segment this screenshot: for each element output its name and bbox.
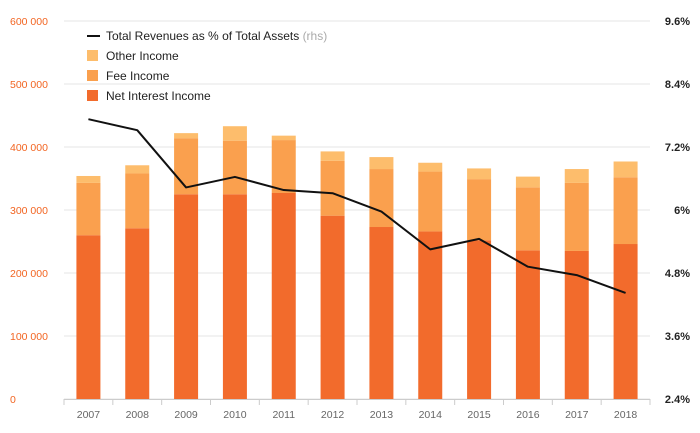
y-tick-label: 0 [10,394,16,406]
x-tick-label: 2015 [467,409,491,421]
y2-tick-label: 9.6% [665,16,690,28]
y2-tick-label: 4.8% [665,268,690,280]
bar-segment-other-income [174,133,199,139]
x-tick-label: 2012 [321,409,345,421]
bar-segment-net-interest-income [515,250,540,399]
grid-lines [64,20,650,400]
y-tick-label: 100 000 [10,331,48,343]
bar-segment-net-interest-income [369,227,394,399]
bar-segment-net-interest-income [125,228,150,399]
bar-segment-fee-income [76,182,101,236]
x-tick-label: 2014 [419,409,443,421]
bar-segment-other-income [467,168,492,180]
bar-segment-fee-income [467,179,492,241]
y2-tick-label: 2.4% [665,394,690,406]
bar-segment-net-interest-income [76,235,101,399]
legend-swatch-other-income [87,50,98,61]
bar-segment-fee-income [613,177,638,245]
bar-segment-other-income [222,126,247,141]
bar-segment-other-income [369,157,394,170]
x-tick-label: 2013 [370,409,394,421]
bar-segment-fee-income [222,140,247,195]
y-tick-label: 600 000 [10,16,48,28]
bar-segment-other-income [125,165,150,174]
bar-segment-other-income [271,135,296,141]
bar-segment-net-interest-income [467,240,492,399]
x-tick-label: 2008 [126,409,150,421]
bar-segment-net-interest-income [613,244,638,399]
bar-segment-fee-income [418,171,443,232]
line-series-revenue-ratio [88,118,626,294]
x-tick-label: 2018 [614,409,638,421]
legend-label-other-income: Other Income [106,49,179,63]
y-tick-label: 500 000 [10,79,48,91]
y2-tick-label: 6% [674,205,690,217]
bar-segment-other-income [76,175,101,183]
bar-segment-net-interest-income [271,192,296,399]
bar-segment-net-interest-income [174,194,199,399]
y-tick-label: 300 000 [10,205,48,217]
y2-tick-label: 8.4% [665,79,690,91]
legend-label-line: Total Revenues as % of Total Assets (rhs… [106,29,327,43]
x-tick-label: 2016 [516,409,540,421]
y-tick-label: 400 000 [10,142,48,154]
bar-segment-fee-income [564,182,589,251]
bar-segment-other-income [320,151,345,161]
legend: Total Revenues as % of Total Assets (rhs… [87,29,327,103]
axes: 0 100 000 200 000 300 000 400 000 500 000 600 … [10,16,690,421]
x-tick-label: 2011 [272,409,295,421]
bar-segment-fee-income [515,187,540,251]
bar-segment-other-income [564,169,589,183]
x-tick-label: 2010 [223,409,247,421]
stacked-bars [76,126,638,399]
bar-segment-net-interest-income [418,231,443,399]
x-tick-label: 2007 [77,409,101,421]
bar-segment-net-interest-income [320,215,345,399]
bar-segment-net-interest-income [222,194,247,399]
x-tick-label: 2017 [565,409,589,421]
legend-label-fee-income: Fee Income [106,69,170,83]
y-tick-label: 200 000 [10,268,48,280]
legend-swatch-net-interest-income [87,90,98,101]
bar-segment-fee-income [125,173,150,229]
y2-tick-label: 7.2% [665,142,690,154]
ratio-line [88,118,626,294]
bar-segment-fee-income [271,140,296,193]
bar-segment-other-income [418,162,443,172]
y2-tick-label: 3.6% [665,331,690,343]
bar-segment-fee-income [320,160,345,216]
bar-segment-other-income [613,161,638,178]
legend-swatch-fee-income [87,70,98,81]
legend-label-net-interest-income: Net Interest Income [106,89,211,103]
bar-segment-other-income [515,176,540,188]
x-tick-label: 2009 [174,409,198,421]
